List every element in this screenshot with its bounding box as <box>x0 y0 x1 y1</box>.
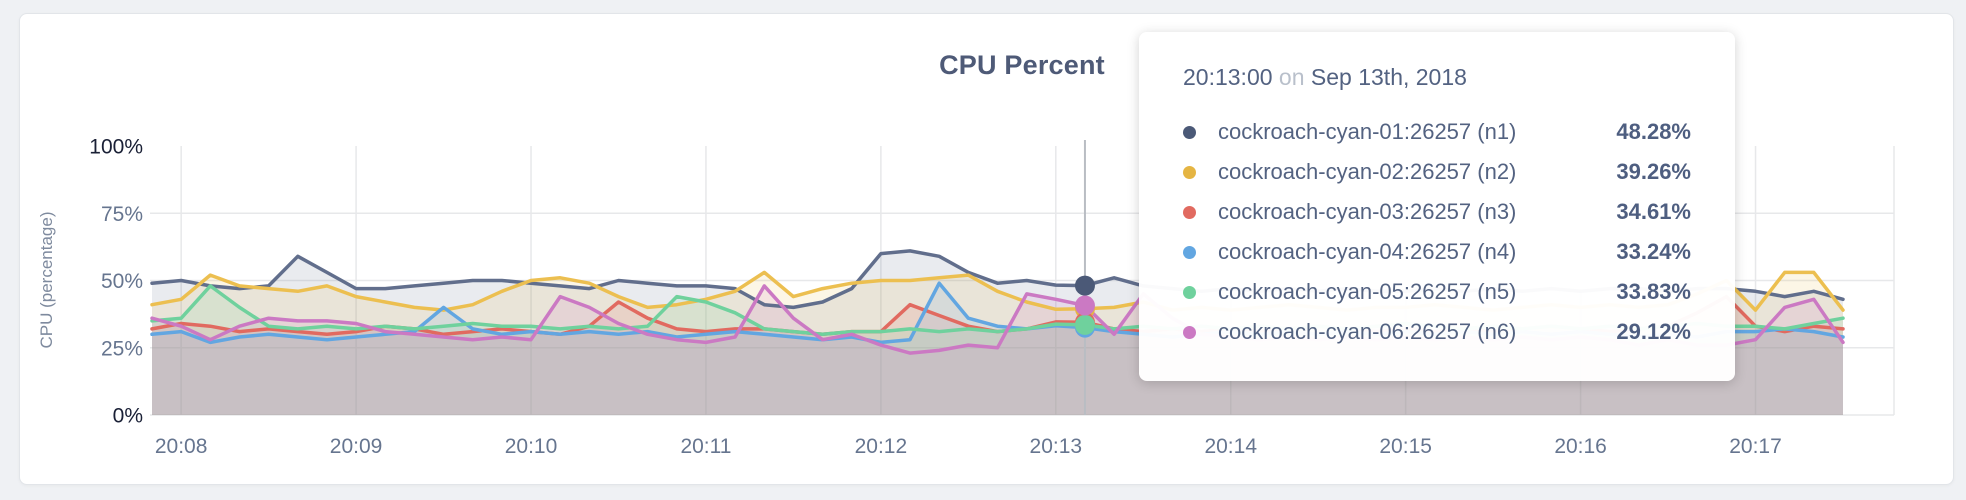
x-tick-label-20:09: 20:09 <box>330 435 383 458</box>
y-tick-label-50%: 50% <box>101 270 143 293</box>
y-axis-title: CPU (percentage) <box>37 211 56 348</box>
series-label: cockroach-cyan-02:26257 (n2) <box>1218 159 1517 184</box>
x-tick-label-20:16: 20:16 <box>1554 435 1607 458</box>
x-tick-label-20:11: 20:11 <box>680 435 731 458</box>
x-tick-label-20:12: 20:12 <box>855 435 908 458</box>
tooltip-row-n1: cockroach-cyan-01:26257 (n1) 48.28% <box>1183 112 1691 152</box>
x-tick-label-20:15: 20:15 <box>1379 435 1432 458</box>
tooltip-date: Sep 13th, 2018 <box>1310 64 1467 90</box>
series-color-dot <box>1183 125 1196 139</box>
tooltip-heading: 20:13:00 on Sep 13th, 2018 <box>1183 62 1691 92</box>
series-value: 33.24% <box>1616 239 1691 264</box>
y-tick-label-0%: 0% <box>113 405 143 428</box>
y-tick-label-25%: 25% <box>101 337 143 360</box>
chart-title: CPU Percent <box>939 50 1105 80</box>
series-color-dot <box>1183 205 1196 219</box>
series-color-dot <box>1183 165 1196 179</box>
tooltip-rows: cockroach-cyan-01:26257 (n1) 48.28% cockro… <box>1183 112 1691 352</box>
tooltip-row-n5: cockroach-cyan-05:26257 (n5) 33.83% <box>1183 272 1691 312</box>
series-value: 29.12% <box>1616 319 1691 344</box>
hover-tooltip: 20:13:00 on Sep 13th, 2018 cockroach-cya… <box>1139 32 1735 381</box>
series-value: 33.83% <box>1616 279 1691 304</box>
x-tick-label-20:17: 20:17 <box>1729 435 1782 458</box>
tooltip-row-n3: cockroach-cyan-03:26257 (n3) 34.61% <box>1183 192 1691 232</box>
hover-marker-n6 <box>1074 295 1095 316</box>
series-value: 48.28% <box>1616 119 1691 144</box>
series-value: 34.61% <box>1616 199 1691 224</box>
tooltip-row-n6: cockroach-cyan-06:26257 (n6) 29.12% <box>1183 312 1691 352</box>
tooltip-row-n4: cockroach-cyan-04:26257 (n4) 33.24% <box>1183 232 1691 272</box>
series-color-dot <box>1183 245 1196 259</box>
series-label: cockroach-cyan-05:26257 (n5) <box>1218 279 1517 304</box>
series-area-n6 <box>152 285 1843 415</box>
series-label: cockroach-cyan-01:26257 (n1) <box>1218 119 1517 144</box>
series-label: cockroach-cyan-06:26257 (n6) <box>1218 319 1517 344</box>
series-value: 39.26% <box>1616 159 1691 184</box>
series-area-n3 <box>152 296 1843 415</box>
x-tick-label-20:14: 20:14 <box>1204 435 1257 458</box>
series-area-n5 <box>152 285 1843 415</box>
tooltip-time: 20:13:00 <box>1183 64 1273 90</box>
tooltip-conjunction: on <box>1278 64 1305 90</box>
x-tick-label-20:10: 20:10 <box>505 435 558 458</box>
tooltip-row-n2: cockroach-cyan-02:26257 (n2) 39.26% <box>1183 152 1691 192</box>
series-color-dot <box>1183 285 1196 299</box>
hover-marker-n5 <box>1074 314 1095 335</box>
series-label: cockroach-cyan-04:26257 (n4) <box>1218 239 1517 264</box>
x-tick-label-20:08: 20:08 <box>155 435 208 458</box>
y-tick-label-75%: 75% <box>101 203 143 226</box>
y-tick-label-100%: 100% <box>89 136 143 159</box>
series-color-dot <box>1183 325 1196 339</box>
series-label: cockroach-cyan-03:26257 (n3) <box>1218 199 1517 224</box>
x-tick-label-20:13: 20:13 <box>1030 435 1083 458</box>
hover-marker-n1 <box>1074 275 1095 296</box>
